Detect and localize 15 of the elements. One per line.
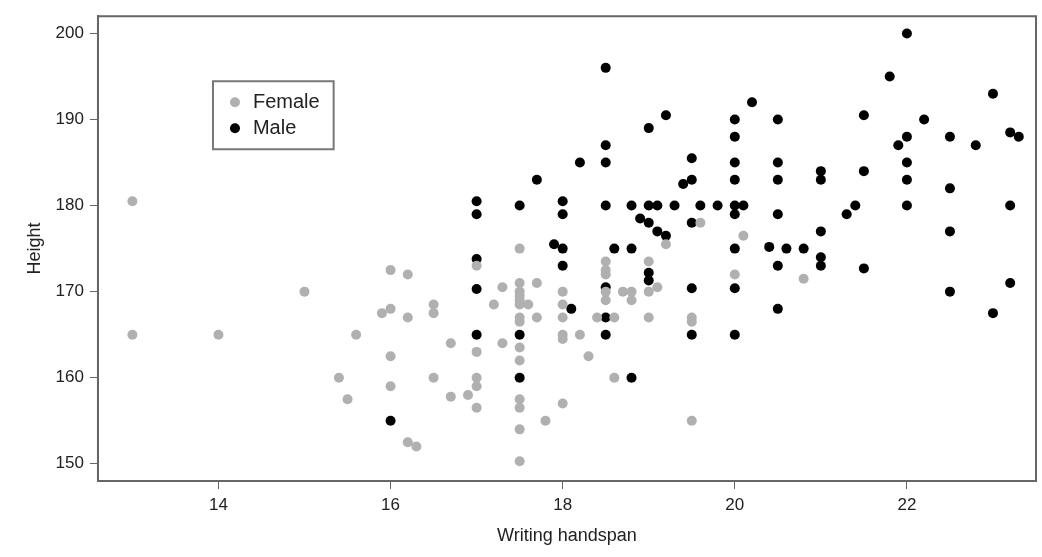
x-tick-label: 16 xyxy=(381,494,401,514)
y-tick-label: 200 xyxy=(55,23,84,43)
y-axis-title: Height xyxy=(23,222,44,275)
legend-label: Male xyxy=(252,115,297,138)
y-tick-label: 190 xyxy=(55,109,84,129)
legend-label: Female xyxy=(252,89,320,112)
y-tick-label: 180 xyxy=(55,195,84,215)
x-tick-label: 14 xyxy=(208,494,228,514)
y-tick-label: 170 xyxy=(55,281,84,301)
y-tick-label: 160 xyxy=(55,367,84,387)
x-tick-label: 22 xyxy=(897,494,917,514)
x-tick-label: 18 xyxy=(553,494,573,514)
y-tick-label: 150 xyxy=(55,453,84,473)
x-axis-title: Writing handspan xyxy=(497,525,637,546)
x-tick-label: 20 xyxy=(725,494,745,514)
